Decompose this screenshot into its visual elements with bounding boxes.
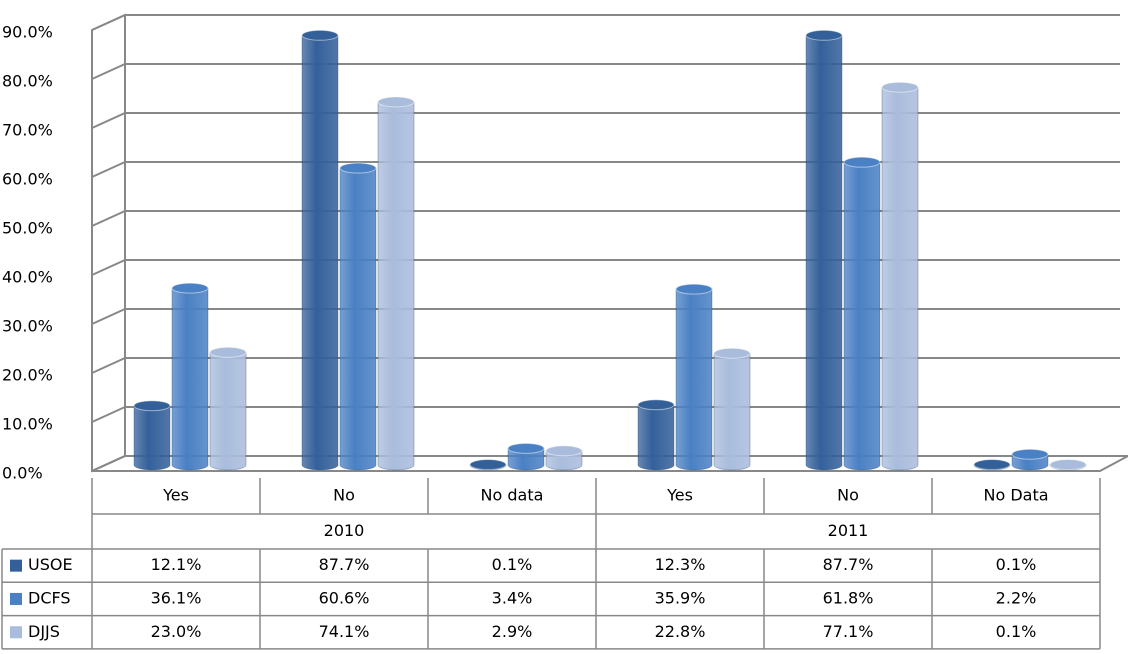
data-label: 12.1% xyxy=(151,555,202,574)
bar xyxy=(209,346,247,471)
y-tick-label: 40.0% xyxy=(2,268,53,287)
x-tick-label: No Data xyxy=(983,486,1048,505)
bar xyxy=(637,399,675,471)
bar xyxy=(881,81,919,471)
y-tick-label: 50.0% xyxy=(2,219,53,238)
data-label: 87.7% xyxy=(319,555,370,574)
bar xyxy=(133,400,171,471)
data-label: 3.4% xyxy=(492,588,533,607)
back-wall xyxy=(91,13,126,473)
data-label: 0.1% xyxy=(996,555,1037,574)
floor xyxy=(91,455,1128,472)
legend-swatch xyxy=(10,592,22,605)
bar xyxy=(1011,448,1049,471)
data-label: 0.1% xyxy=(492,555,533,574)
grid-line xyxy=(91,259,1120,276)
y-tick-label: 60.0% xyxy=(2,170,53,189)
legend-label: DCFS xyxy=(28,588,71,607)
data-label: 61.8% xyxy=(823,588,874,607)
data-label: 2.9% xyxy=(492,622,533,641)
bar xyxy=(973,459,1011,471)
legend-swatch xyxy=(10,559,22,572)
bar xyxy=(171,282,209,471)
data-label: 2.2% xyxy=(996,588,1037,607)
bar xyxy=(805,29,843,471)
data-label: 74.1% xyxy=(319,622,370,641)
group-label: 2010 xyxy=(324,521,365,540)
data-label: 12.3% xyxy=(655,555,706,574)
y-tick-label: 20.0% xyxy=(2,366,53,385)
y-tick-label: 80.0% xyxy=(2,72,53,91)
data-label: 77.1% xyxy=(823,622,874,641)
grid-line xyxy=(91,112,1120,129)
data-label: 23.0% xyxy=(151,622,202,641)
grid-line xyxy=(91,14,1120,31)
bar xyxy=(675,283,713,471)
x-tick-label: No xyxy=(837,486,859,505)
x-tick-label: Yes xyxy=(666,486,693,505)
bar xyxy=(545,445,583,471)
legend-swatch xyxy=(10,626,22,639)
grid-line xyxy=(91,63,1120,80)
bar xyxy=(377,96,415,471)
y-tick-label: 10.0% xyxy=(2,415,53,434)
bar xyxy=(843,156,881,471)
y-tick-label: 70.0% xyxy=(2,121,53,140)
data-label: 35.9% xyxy=(655,588,706,607)
y-tick-label: 90.0% xyxy=(2,23,53,42)
bar xyxy=(507,442,545,471)
group-label: 2011 xyxy=(828,521,869,540)
data-label: 60.6% xyxy=(319,588,370,607)
legend-label: DJJS xyxy=(28,622,60,641)
grid-line xyxy=(91,308,1120,325)
grid-line xyxy=(91,455,1120,472)
bar xyxy=(1049,459,1087,471)
bar xyxy=(301,29,339,471)
grid-line xyxy=(91,406,1120,423)
data-label: 22.8% xyxy=(655,622,706,641)
legend-label: USOE xyxy=(28,555,73,574)
x-tick-label: No xyxy=(333,486,355,505)
y-tick-label: 30.0% xyxy=(2,317,53,336)
grid-line xyxy=(91,161,1120,178)
data-label: 0.1% xyxy=(996,622,1037,641)
x-tick-label: Yes xyxy=(162,486,189,505)
grid-line xyxy=(91,210,1120,227)
x-tick-label: No data xyxy=(481,486,544,505)
bar xyxy=(469,459,507,471)
y-tick-label: 0.0% xyxy=(2,464,43,483)
data-label: 36.1% xyxy=(151,588,202,607)
data-label: 87.7% xyxy=(823,555,874,574)
bar xyxy=(713,347,751,471)
bar xyxy=(339,162,377,471)
grid-line xyxy=(91,357,1120,374)
